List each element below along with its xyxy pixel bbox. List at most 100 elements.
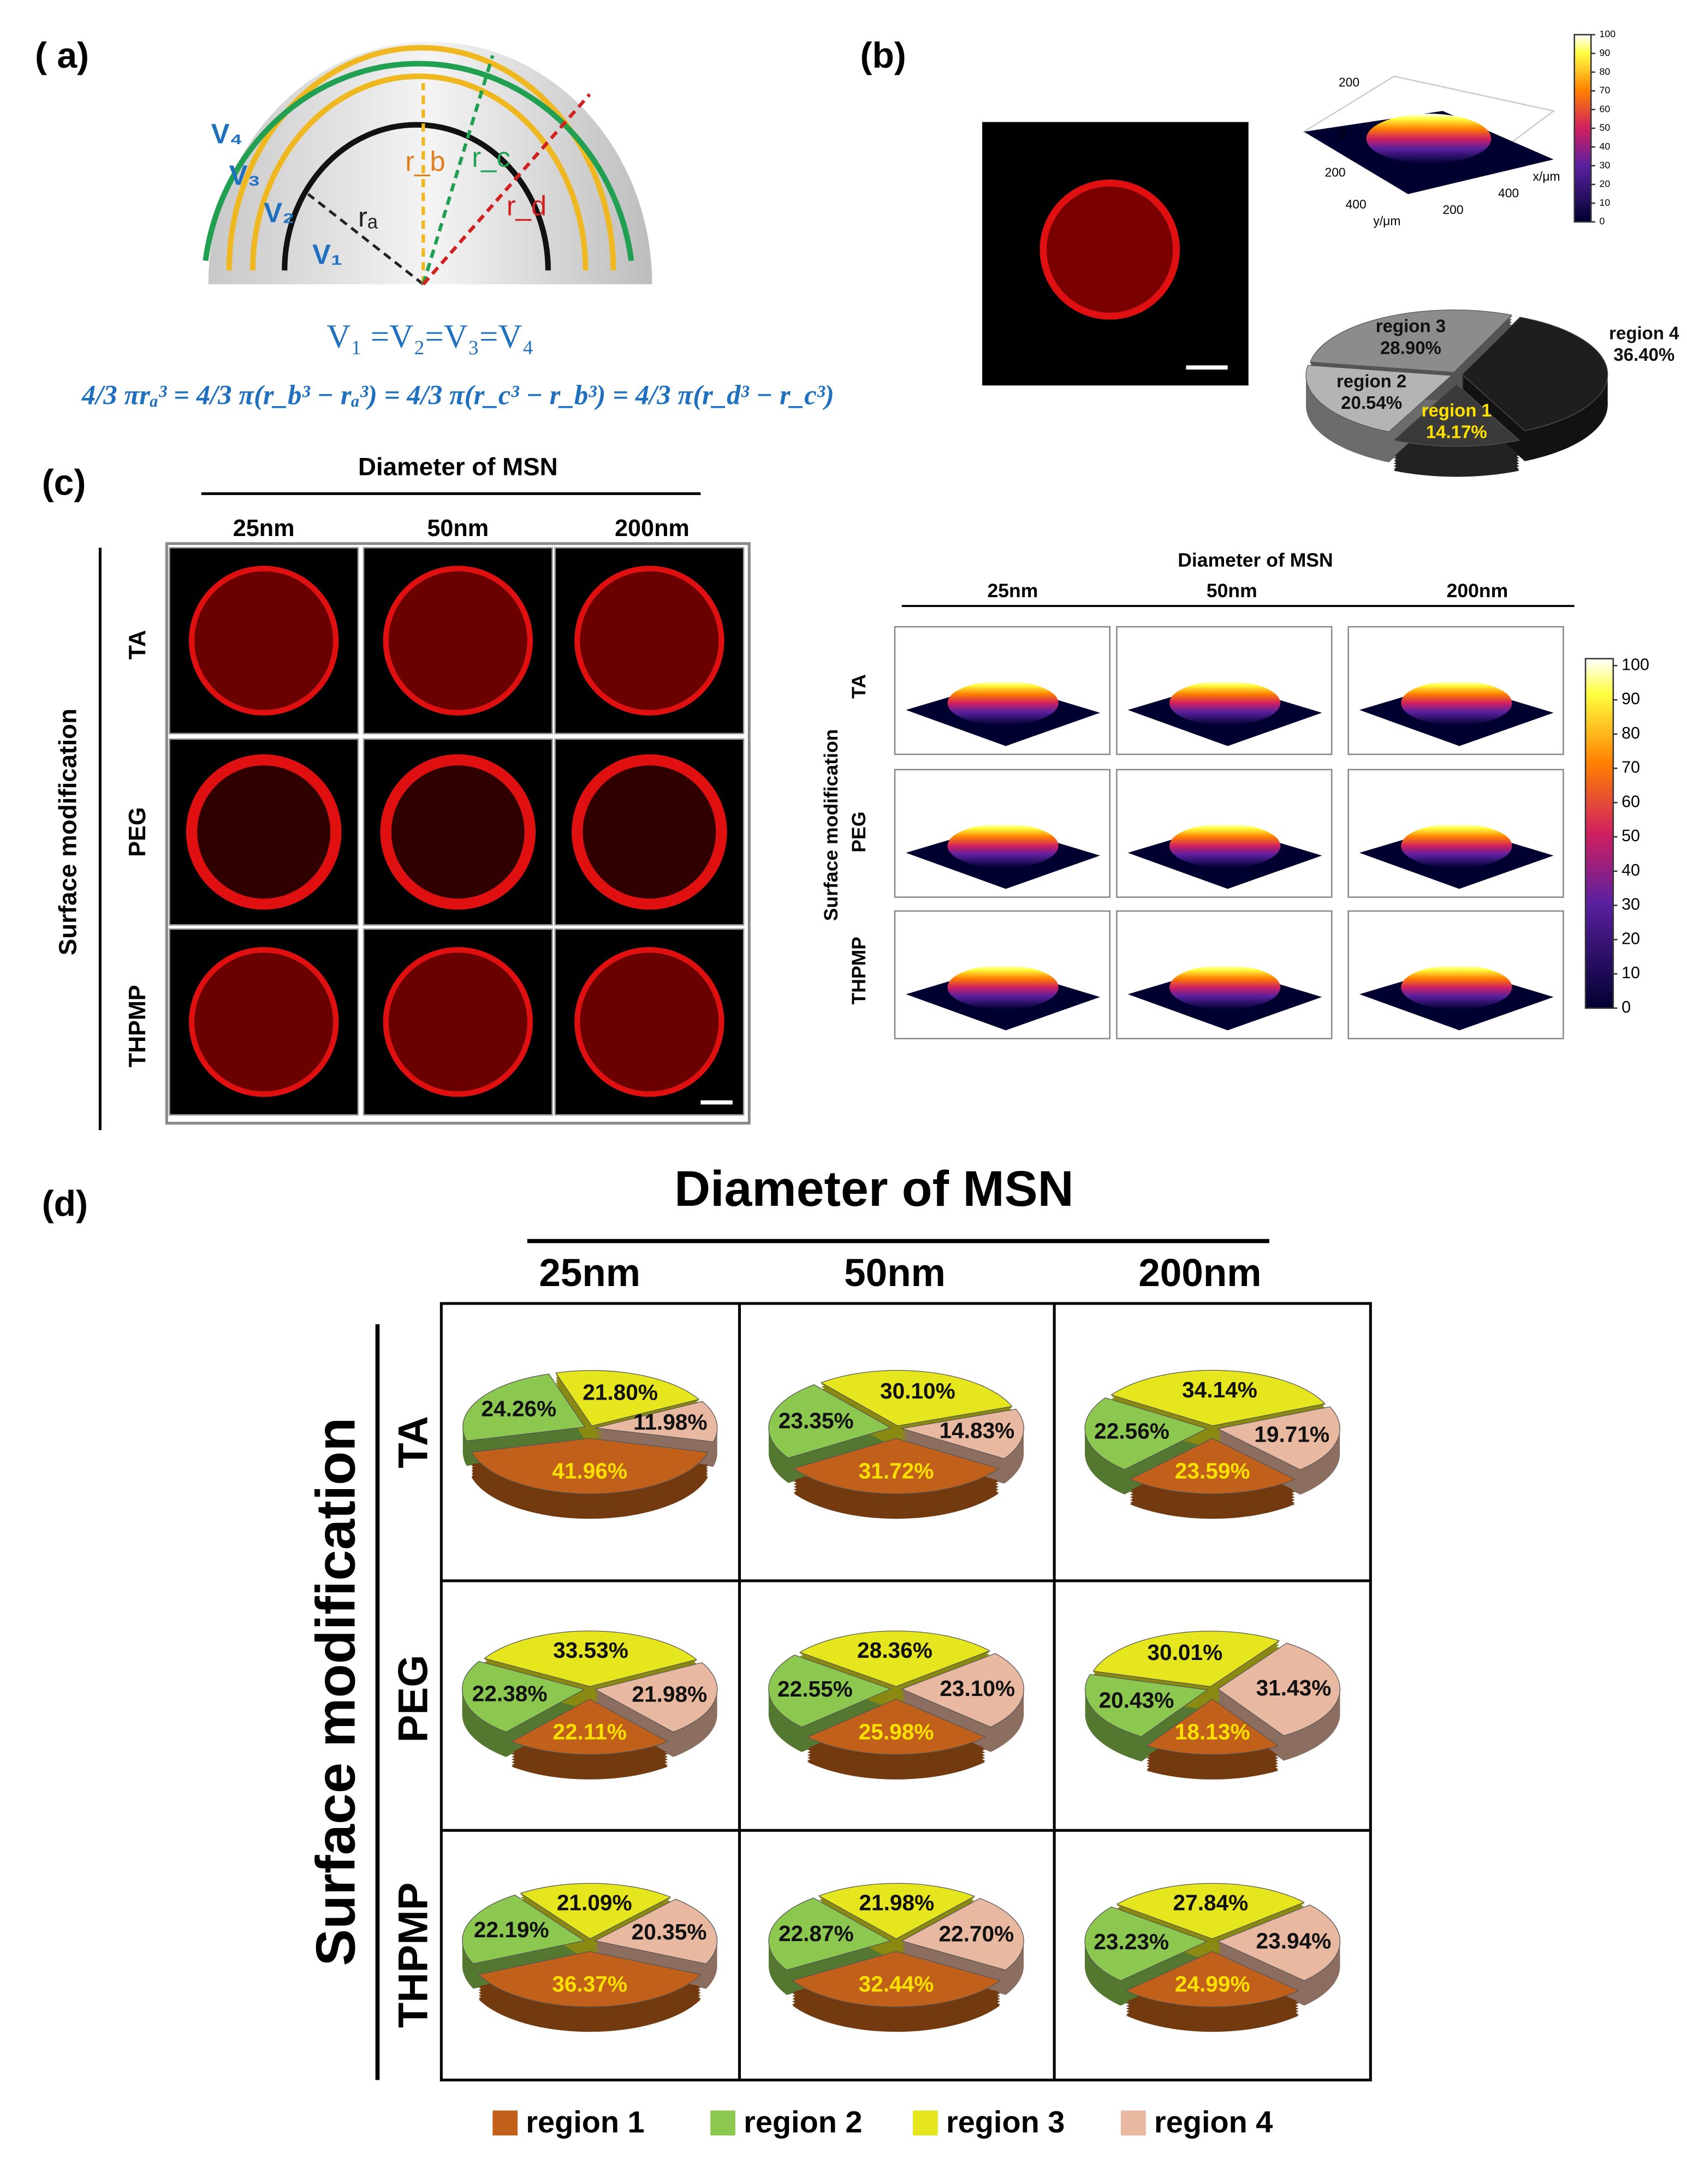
- pie-value-label: 28.36%: [857, 1638, 932, 1663]
- micrograph-cell: [188, 947, 339, 1097]
- radius-label: r_c: [472, 142, 510, 173]
- pie-value-label: 22.55%: [777, 1676, 853, 1701]
- pie-value-label: 27.84%: [1173, 1890, 1249, 1915]
- y-tick-label: 200: [1324, 165, 1345, 180]
- z-tick-label: 200: [1339, 75, 1359, 89]
- column-label: 50nm: [427, 515, 489, 541]
- micrograph-cell: [383, 566, 533, 716]
- pie-slice: [483, 1630, 698, 1687]
- pie-value-label: 41.96%: [552, 1459, 627, 1484]
- pie-value-label: 14.17%: [1426, 422, 1487, 442]
- pie-slice: [820, 1370, 1013, 1426]
- pie-value-label: 21.98%: [632, 1681, 707, 1706]
- micrograph-cell: [383, 947, 533, 1097]
- volume-label: V₁: [312, 239, 342, 270]
- pie-value-label: 34.14%: [1182, 1377, 1257, 1402]
- pie-value-label: 11.98%: [633, 1409, 708, 1435]
- row-label: PEG: [124, 807, 151, 857]
- pie-value-label: 22.19%: [474, 1917, 549, 1942]
- colorbar-tick-label: 90: [1599, 47, 1610, 58]
- pie-value-label: 23.59%: [1175, 1459, 1250, 1484]
- pie-slice: [900, 1653, 1024, 1728]
- colorbar-tick-label: 90: [1621, 689, 1640, 708]
- pie-value-label: 22.87%: [779, 1921, 854, 1946]
- surface-plot-ring: [947, 823, 1059, 868]
- pie-value-label: 25.98%: [859, 1719, 934, 1744]
- colorbar-tick-label: 40: [1621, 861, 1640, 879]
- pie-value-label: 36.40%: [1613, 344, 1674, 365]
- column-label: 50nm: [1207, 580, 1257, 602]
- row-label: TA: [848, 674, 870, 699]
- micrograph-cell: [574, 566, 724, 716]
- pie-value-label: 20.43%: [1099, 1688, 1174, 1713]
- pie-category-label: region 3: [1376, 316, 1446, 336]
- column-label: 200nm: [1447, 580, 1508, 602]
- row-label: TA: [390, 1416, 437, 1468]
- pie-slice: [1110, 1370, 1326, 1426]
- pie-slice: [1309, 310, 1513, 373]
- pie-category-label: region 4: [1609, 323, 1679, 343]
- colorbar-tick-label: 80: [1599, 66, 1610, 77]
- pie-slice: [520, 1883, 672, 1939]
- colorbar: [1584, 658, 1614, 1009]
- row-label: TA: [124, 630, 151, 659]
- legend-swatch: [913, 2110, 938, 2136]
- radius-label: r_b: [405, 146, 445, 177]
- legend-label: region 3: [946, 2105, 1065, 2139]
- pie-value-label: 23.23%: [1094, 1929, 1169, 1954]
- colorbar: [1573, 34, 1592, 223]
- colorbar-tick-label: 0: [1621, 998, 1631, 1016]
- pie-slice: [1084, 1906, 1208, 1981]
- dome-diagram: [203, 41, 652, 285]
- y-axis-label: y/μm: [1373, 213, 1400, 228]
- pie-slice: [768, 1655, 892, 1728]
- micrograph-cell: [574, 947, 724, 1097]
- surface-plot-ring: [1169, 823, 1281, 868]
- legend-label: region 1: [526, 2105, 644, 2139]
- row-label: THPMP: [390, 1883, 437, 2028]
- x-tick-label: 200: [1442, 203, 1463, 217]
- z-tick-label: 0: [1339, 126, 1346, 140]
- legend-swatch: [710, 2110, 735, 2136]
- micrograph-cell: [186, 754, 342, 910]
- surface-plot: [1302, 75, 1555, 194]
- row-title: Surface modification: [305, 1418, 367, 1966]
- colorbar-tick-label: 60: [1599, 103, 1610, 114]
- pie-slice: [1462, 317, 1608, 431]
- row-label: THPMP: [848, 937, 870, 1004]
- legend-swatch: [492, 2110, 518, 2136]
- pie-slice: [595, 1401, 718, 1443]
- pie-slice: [461, 1661, 585, 1733]
- pie-value-label: 33.53%: [553, 1638, 628, 1663]
- volume-label: V₂: [264, 197, 294, 228]
- pie-slice: [1393, 383, 1520, 447]
- pie-slice: [510, 1698, 669, 1755]
- panel-label: (d): [42, 1183, 88, 1224]
- pie-slice: [1217, 1643, 1341, 1736]
- surface-plot-ring: [947, 965, 1059, 1010]
- pie-value-label: 21.09%: [557, 1890, 632, 1915]
- pie-slice: [594, 1662, 718, 1733]
- pie-value-label: 30.01%: [1147, 1640, 1222, 1665]
- volume-label: V₃: [229, 160, 260, 191]
- colorbar-tick-label: 50: [1599, 122, 1610, 133]
- column-label: 50nm: [844, 1252, 946, 1295]
- equation: V₁ =V₂=V₃=V₄: [326, 318, 533, 355]
- pie-value-label: 19.71%: [1254, 1421, 1329, 1447]
- pie-value-label: 22.38%: [472, 1681, 548, 1706]
- colorbar-tick-label: 100: [1621, 655, 1649, 674]
- pie-slice: [478, 1951, 702, 2008]
- pie-slice: [791, 1951, 1001, 2008]
- colorbar-tick-label: 60: [1621, 792, 1640, 811]
- legend-label: region 4: [1154, 2105, 1273, 2139]
- column-label: 25nm: [987, 580, 1038, 602]
- pie-value-label: 23.94%: [1256, 1928, 1332, 1953]
- pie-value-label: 20.54%: [1341, 392, 1402, 413]
- row-label: PEG: [848, 812, 870, 853]
- surface-plot-ring: [1401, 823, 1512, 868]
- colorbar-tick-label: 50: [1621, 826, 1640, 845]
- row-title: Surface modification: [54, 709, 82, 955]
- radius-label: rₐ: [358, 201, 378, 233]
